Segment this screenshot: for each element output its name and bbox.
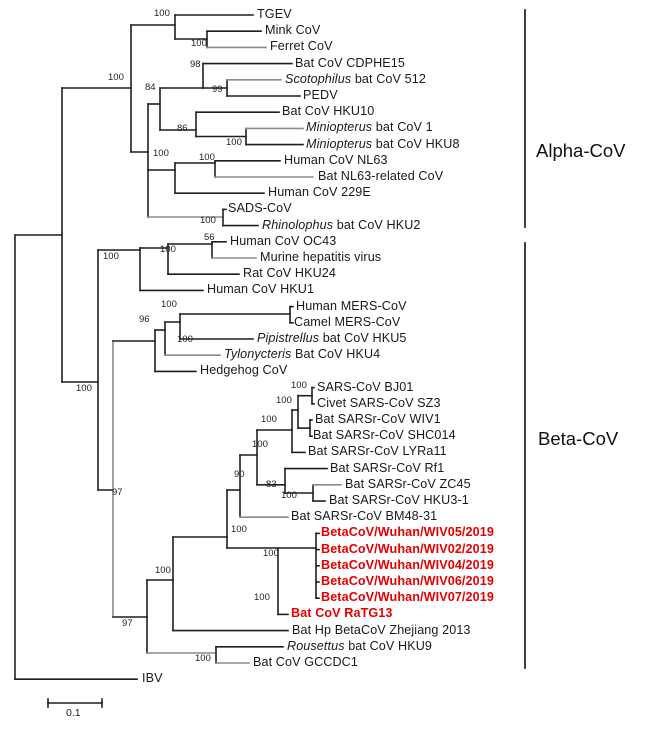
taxon-label: Bat SARSr-CoV ZC45 [345,476,471,491]
bootstrap-value-label: 99 [212,84,223,95]
bootstrap-value-label: 100 [154,8,170,19]
bootstrap-value-label: 100 [231,524,247,535]
bootstrap-value-label: 100 [281,490,297,501]
taxon-label: Human CoV HKU1 [207,282,315,297]
bootstrap-value-label: 100 [199,152,215,163]
bootstrap-value-label: 100 [291,380,307,391]
taxon-label: Mink CoV [265,23,321,38]
bootstrap-value-label: 100 [76,383,92,394]
taxon-label: BetaCoV/Wuhan/WIV02/2019 [321,541,494,556]
bootstrap-value-label: 100 [195,653,211,664]
bootstrap-value-label: 100 [155,565,171,576]
taxon-label: Bat Hp BetaCoV Zhejiang 2013 [292,622,471,637]
bootstrap-value-label: 98 [190,59,201,70]
taxon-label: Human MERS-CoV [296,298,407,313]
taxon-label: PEDV [303,87,338,102]
taxon-label: Civet SARS-CoV SZ3 [317,395,441,410]
bootstrap-value-label: 100 [108,72,124,83]
scale-bar-label: 0.1 [66,707,81,719]
bootstrap-value-label: 84 [145,82,156,93]
taxon-label: Camel MERS-CoV [294,314,401,329]
taxon-label: Bat CoV RaTG13 [291,606,393,621]
bootstrap-value-label: 100 [191,38,207,49]
taxon-label: BetaCoV/Wuhan/WIV05/2019 [321,525,494,540]
bootstrap-value-label: 100 [160,244,176,255]
taxon-label: Rousettus bat CoV HKU9 [287,638,433,653]
taxon-label: Bat SARSr-CoV Rf1 [330,460,445,475]
taxon-label: BetaCoV/Wuhan/WIV07/2019 [321,590,494,605]
taxon-label: Tylonycteris Bat CoV HKU4 [224,347,381,362]
taxon-label: Pipistrellus bat CoV HKU5 [257,330,407,345]
bootstrap-value-label: 100 [103,251,119,262]
clade-label-beta-cov: Beta-CoV [538,428,619,449]
taxon-label: Bat SARSr-CoV BM48-31 [291,509,438,524]
taxon-label: Bat CoV CDPHE15 [295,55,405,70]
taxon-label: SARS-CoV BJ01 [317,379,414,394]
taxon-label: Human CoV OC43 [230,233,337,248]
bootstrap-value-label: 100 [254,592,270,603]
bootstrap-value-label: 100 [261,414,277,425]
bootstrap-value-label: 97 [122,618,133,629]
taxon-label: Miniopterus bat CoV 1 [306,120,433,135]
taxon-label: TGEV [257,6,292,21]
taxon-label: Human CoV 229E [268,185,371,200]
taxon-label: Hedgehog CoV [200,363,288,378]
bootstrap-value-label: 56 [204,232,215,243]
taxon-label: Human CoV NL63 [284,152,388,167]
bootstrap-value-label: 96 [139,314,150,325]
taxon-label: Bat CoV GCCDC1 [253,654,358,669]
taxon-label: BetaCoV/Wuhan/WIV04/2019 [321,557,494,572]
taxon-label: Bat NL63-related CoV [318,168,444,183]
bootstrap-value-label: 100 [153,148,169,159]
taxon-label: Bat CoV HKU10 [282,104,375,119]
bootstrap-value-label: 100 [252,439,268,450]
taxon-label: Scotophilus bat CoV 512 [285,71,426,86]
bootstrap-value-label: 100 [161,299,177,310]
taxon-label: Ferret CoV [270,39,333,54]
bootstrap-value-label: 83 [266,479,277,490]
clade-label-alpha-cov: Alpha-CoV [536,140,626,161]
taxon-label: BetaCoV/Wuhan/WIV06/2019 [321,573,494,588]
taxon-label: Rat CoV HKU24 [243,266,336,281]
taxon-label: Bat SARSr-CoV LYRa11 [308,444,447,459]
bootstrap-value-label: 100 [263,548,279,559]
bootstrap-value-label: 100 [177,334,193,345]
bootstrap-value-label: 100 [276,395,292,406]
bootstrap-value-label: 90 [234,469,245,480]
taxon-label: Rhinolophus bat CoV HKU2 [262,217,421,232]
bootstrap-value-label: 100 [200,215,216,226]
taxon-label: Bat SARSr-CoV HKU3-1 [329,492,469,507]
taxon-label: SADS-CoV [228,201,292,216]
taxon-label: IBV [142,671,163,686]
taxon-label: Miniopterus bat CoV HKU8 [306,136,460,151]
taxon-label: Bat SARSr-CoV SHC014 [313,428,456,443]
bootstrap-value-label: 100 [226,137,242,148]
bootstrap-value-label: 86 [177,123,188,134]
taxon-label: Murine hepatitis virus [260,249,382,264]
bootstrap-value-label: 97 [112,487,123,498]
taxon-label: Bat SARSr-CoV WIV1 [315,411,441,426]
